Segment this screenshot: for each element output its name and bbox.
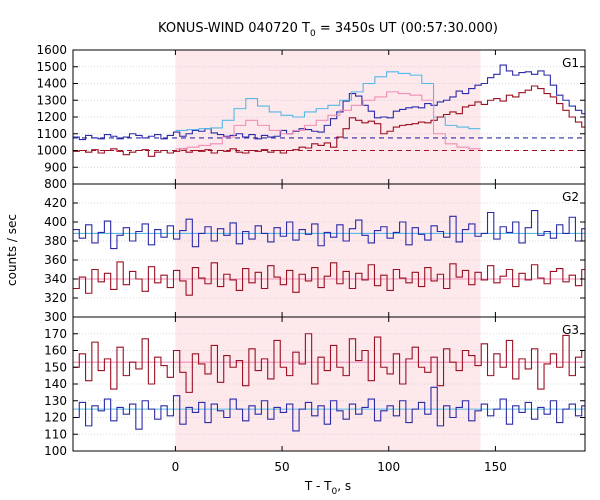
y-tick-label: 800 (44, 177, 67, 191)
x-tick-label: 50 (274, 460, 289, 474)
x-tick-label: 100 (377, 460, 400, 474)
y-tick-label: 160 (44, 344, 67, 358)
x-tick-label: 0 (172, 460, 180, 474)
y-tick-label: 340 (44, 272, 67, 286)
y-tick-label: 900 (44, 160, 67, 174)
y-tick-label: 1400 (36, 77, 67, 91)
y-tick-label: 100 (44, 444, 67, 458)
series-blue-2-1 (73, 386, 585, 432)
highlight-region (175, 317, 481, 451)
y-tick-label: 360 (44, 253, 67, 267)
y-tick-label: 1000 (36, 144, 67, 158)
series-lightblue-0-1 (175, 71, 481, 131)
y-tick-label: 110 (44, 427, 67, 441)
y-tick-label: 120 (44, 411, 67, 425)
y-tick-label: 400 (44, 215, 67, 229)
panel-g1: G1 800 900 1000 1100 1200 1300 1400 1500 1600 (36, 43, 586, 191)
chart-title: KONUS-WIND 040720 T0 = 3450s UT (00:57:3… (158, 21, 498, 39)
panels: G18009001000110012001300140015001600G230… (36, 43, 586, 474)
series-red-2-0 (73, 333, 585, 393)
y-tick-label: 1200 (36, 110, 67, 124)
panel-label: G2 (562, 190, 579, 204)
panel-label: G1 (562, 56, 579, 70)
y-tick-label: 1300 (36, 93, 67, 107)
y-tick-label: 1600 (36, 43, 67, 57)
y-tick-label: 420 (44, 196, 67, 210)
y-axis-label: counts / sec (5, 214, 19, 286)
x-tick-label: 150 (484, 460, 507, 474)
series-blue-0-0 (73, 64, 585, 141)
highlight-region (175, 184, 481, 317)
series-red-0-2 (73, 85, 585, 157)
series-red-1-1 (73, 261, 585, 296)
y-tick-label: 1500 (36, 60, 67, 74)
y-tick-label: 1100 (36, 127, 67, 141)
x-axis-label: T - T0, s (304, 479, 351, 497)
panel-label: G3 (562, 323, 579, 337)
y-tick-label: 150 (44, 360, 67, 374)
y-tick-label: 380 (44, 234, 67, 248)
y-tick-label: 320 (44, 291, 67, 305)
y-tick-label: 140 (44, 377, 67, 391)
y-tick-label: 170 (44, 327, 67, 341)
series-pink-0-3 (175, 91, 481, 150)
y-tick-label: 300 (44, 310, 67, 324)
y-tick-label: 130 (44, 394, 67, 408)
panel-g3: G3 100 110 120 130 140 150 160 170 (44, 316, 586, 458)
series-blue-1-0 (73, 210, 585, 250)
panel-g2: G2 300 320 340 360 380 400 420 (44, 183, 586, 324)
